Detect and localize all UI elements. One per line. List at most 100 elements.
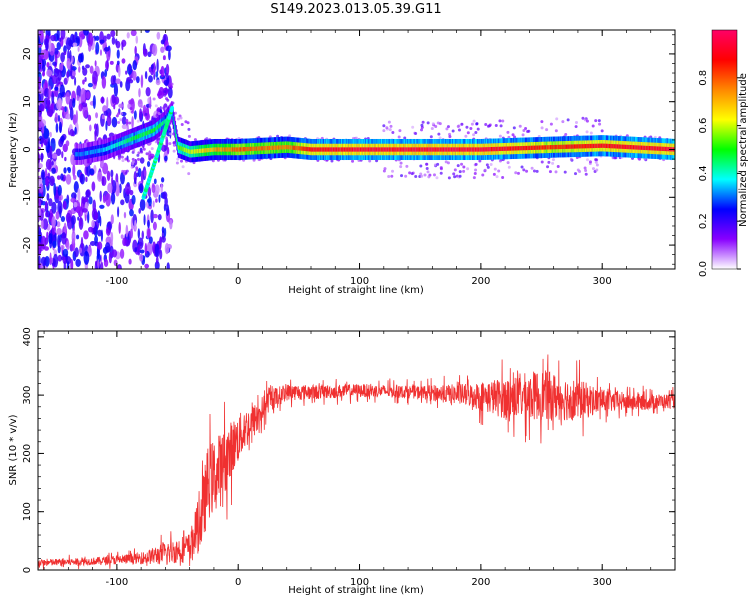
spectrogram-cell — [340, 147, 343, 152]
spectrogram-cell — [187, 172, 191, 176]
spectrogram-cell — [66, 71, 70, 78]
spectrogram-cell — [138, 183, 144, 194]
spectrogram-cell — [497, 146, 499, 152]
spectrogram-cell — [632, 145, 634, 150]
spectrogram-cell — [284, 145, 286, 150]
spectrogram-cell — [43, 128, 49, 139]
spectrogram-cell — [331, 147, 333, 152]
spectrogram-cell — [120, 199, 125, 206]
spectrogram-cell — [608, 143, 610, 149]
spectrogram-cell — [227, 147, 229, 152]
spectrogram-cell — [40, 169, 46, 181]
spectrogram-cell — [577, 144, 579, 149]
spectrogram-cell — [262, 146, 265, 151]
spectrogram-cell — [58, 97, 63, 109]
spectrogram-cell — [130, 165, 134, 169]
spectrogram-cell — [476, 147, 479, 152]
spectrogram-cell — [95, 112, 99, 119]
spectrogram-cell — [293, 145, 295, 150]
spectrogram-cell — [660, 146, 662, 151]
spectrogram-cell — [438, 136, 442, 140]
spectrogram-cell — [120, 141, 122, 146]
spectrogram-cell — [246, 146, 248, 152]
spectrogram-cell — [83, 230, 89, 240]
spectrogram-cell — [478, 159, 482, 163]
spectrogram-cell — [661, 146, 664, 151]
spectrogram-cell — [44, 167, 48, 178]
spectrogram-cell — [83, 250, 90, 265]
spectrogram-cell — [567, 144, 570, 149]
snr-xtick-label: 300 — [593, 577, 612, 588]
spectrogram-cell — [190, 149, 192, 154]
spectrogram-cell — [142, 132, 144, 137]
spectrogram-cell — [659, 146, 661, 151]
spectrogram-cell — [69, 106, 74, 121]
spectrogram-cell — [319, 147, 321, 152]
spectrogram-cell — [314, 147, 316, 152]
spectrogram-cell — [477, 147, 479, 152]
spectrogram-cell — [516, 146, 518, 151]
spectrogram-cell — [59, 84, 65, 98]
spectrogram-cell — [97, 229, 103, 237]
spectrogram-cell — [120, 140, 123, 146]
spectrogram-cell — [59, 63, 64, 71]
spectrogram-cell — [144, 242, 148, 255]
spectrogram-cell — [118, 142, 120, 147]
spectrogram-cell — [610, 143, 612, 149]
spectrogram-cell — [40, 138, 45, 144]
spectrogram-cell — [457, 147, 459, 152]
spectrogram-cell — [444, 147, 447, 152]
spectrogram-cell — [157, 124, 159, 130]
spectrogram-ytick-label: 20 — [22, 48, 33, 61]
spectrogram-cell — [99, 148, 102, 153]
spectrogram-cell — [319, 147, 321, 152]
spectrogram-cell — [164, 242, 170, 255]
spectrogram-cell — [472, 147, 474, 152]
spectrogram-cell — [160, 177, 165, 183]
spectrogram-cell — [119, 141, 121, 146]
spectrogram-cell — [135, 35, 139, 44]
spectrogram-cell — [110, 144, 112, 150]
spectrogram-cell — [212, 147, 214, 152]
spectrogram-cell — [456, 147, 458, 152]
spectrogram-cell — [144, 112, 148, 116]
snr-background — [38, 331, 675, 570]
spectrogram-cell — [263, 146, 265, 151]
spectrogram-cell — [91, 150, 93, 155]
spectrogram-cell — [654, 146, 656, 151]
spectrogram-cell — [55, 148, 62, 156]
spectrogram-cell — [276, 145, 278, 150]
spectrogram-cell — [175, 133, 177, 138]
spectrogram-cell — [142, 48, 148, 57]
spectrogram-cell — [343, 147, 345, 152]
spectrogram-cell — [462, 147, 464, 152]
spectrogram-cell — [260, 146, 262, 151]
spectrogram-cell — [255, 146, 257, 151]
spectrogram-cell — [513, 135, 517, 139]
spectrogram-cell — [335, 147, 337, 152]
spectrogram-cell — [438, 147, 440, 152]
spectrogram-cell — [482, 147, 484, 152]
spectrogram-cell — [170, 105, 175, 111]
spectrogram-cell — [330, 147, 332, 152]
spectrogram-cell — [153, 178, 157, 185]
spectrogram-cell — [147, 186, 152, 198]
spectrogram-cell — [220, 147, 222, 152]
spectrogram-cell — [297, 145, 299, 151]
spectrogram-cell — [89, 241, 96, 246]
spectrogram-cell — [181, 146, 183, 151]
spectrogram-cell — [246, 146, 249, 152]
spectrogram-cell — [374, 147, 376, 152]
spectrogram-cell — [448, 135, 452, 139]
spectrogram-cell — [472, 133, 476, 137]
spectrogram-cell — [613, 156, 617, 160]
spectrogram-cell — [439, 147, 441, 152]
spectrogram-cell — [150, 129, 153, 134]
spectrogram-cell — [58, 37, 62, 42]
spectrogram-cell — [584, 172, 588, 176]
spectrogram-cell — [420, 123, 424, 127]
spectrogram-cell — [606, 143, 608, 149]
spectrogram-cell — [470, 122, 474, 126]
spectrogram-cell — [522, 168, 526, 172]
spectrogram-cell — [419, 147, 421, 152]
